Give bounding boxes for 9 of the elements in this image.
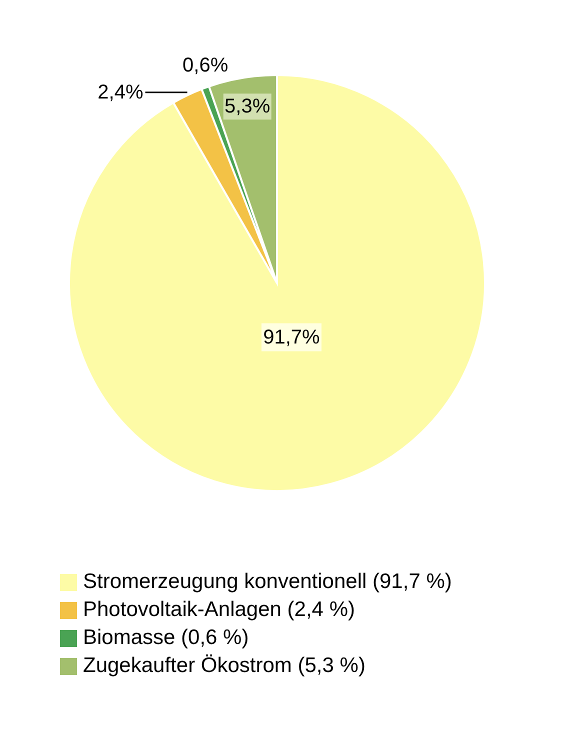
data-label: 2,4% [98, 81, 144, 104]
data-label: 91,7% [263, 326, 320, 348]
legend-label: Biomasse (0,6 %) [83, 625, 249, 651]
legend-label: Photovoltaik-Anlagen (2,4 %) [83, 597, 355, 623]
data-label: 0,6% [182, 54, 228, 77]
legend-label: Stromerzeugung konventionell (91,7 %) [83, 569, 452, 595]
data-label: 5,3% [224, 96, 270, 118]
pie-slice [68, 74, 486, 492]
legend-label: Zugekaufter Ökostrom (5,3 %) [83, 653, 366, 679]
